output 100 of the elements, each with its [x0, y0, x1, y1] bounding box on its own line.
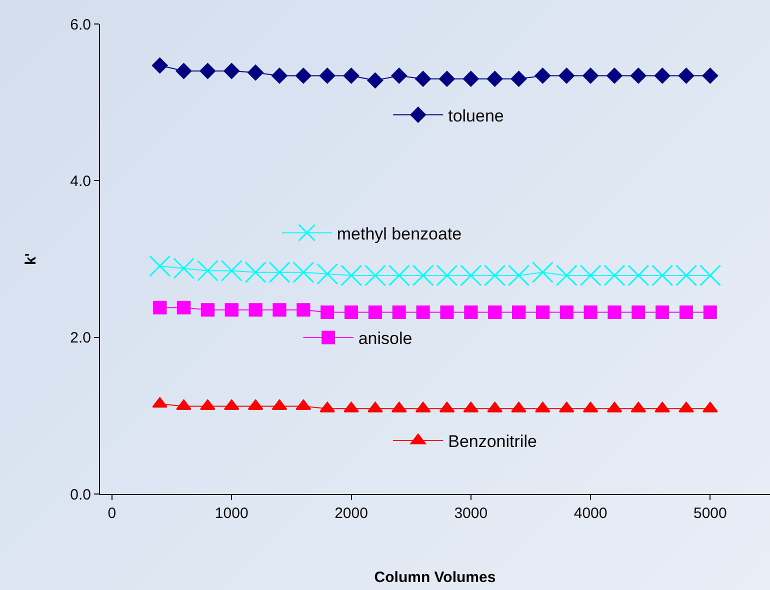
point	[652, 264, 674, 286]
point	[702, 402, 718, 412]
point	[343, 68, 360, 84]
point	[699, 264, 721, 286]
point	[464, 306, 478, 320]
point	[462, 70, 479, 87]
point	[584, 306, 598, 320]
y-axis-title: k'	[22, 253, 40, 265]
point	[632, 306, 646, 320]
point	[678, 402, 694, 412]
x-tick-label: 5000	[693, 505, 727, 522]
point	[296, 303, 310, 317]
point	[604, 264, 626, 286]
point	[224, 303, 238, 317]
point	[676, 264, 697, 286]
point	[224, 63, 240, 79]
point	[200, 63, 216, 79]
point	[344, 306, 358, 320]
point	[558, 68, 575, 84]
point	[196, 260, 218, 282]
point	[152, 397, 168, 408]
x-axis-title: Column Volumes	[374, 569, 496, 586]
x-tick-label: 2000	[334, 505, 368, 522]
point	[511, 402, 526, 412]
point	[176, 63, 192, 79]
point	[173, 258, 194, 280]
point	[344, 402, 359, 412]
point	[487, 402, 502, 412]
point	[460, 264, 482, 286]
point	[512, 306, 526, 320]
point	[415, 70, 431, 87]
point	[484, 264, 506, 286]
point	[153, 300, 167, 314]
point	[680, 306, 693, 320]
legend-label: toluene	[448, 106, 504, 126]
point	[319, 68, 336, 84]
x-tick-label: 1000	[214, 505, 248, 522]
point	[391, 68, 408, 84]
point	[412, 264, 434, 286]
point	[608, 306, 622, 320]
point	[272, 68, 288, 84]
point	[606, 68, 622, 84]
point	[628, 264, 650, 286]
point	[654, 402, 670, 412]
y-tick-label: 2.0	[70, 330, 91, 347]
legend-label: Benzonitrile	[448, 432, 537, 452]
point	[532, 262, 554, 284]
point	[486, 70, 503, 87]
point	[436, 264, 458, 286]
point	[152, 58, 168, 74]
point	[439, 70, 455, 87]
point	[220, 260, 242, 282]
point	[678, 68, 694, 84]
point	[535, 402, 550, 412]
y-tick-label: 0.0	[70, 486, 91, 504]
legend-label: anisole	[358, 329, 412, 348]
point	[582, 68, 598, 84]
point	[388, 264, 410, 286]
point	[248, 303, 262, 317]
point	[200, 400, 216, 410]
point	[368, 306, 382, 320]
x-tick-label: 0	[108, 505, 116, 522]
point	[320, 306, 334, 320]
point	[703, 306, 717, 320]
point	[368, 402, 383, 412]
point	[320, 402, 335, 412]
point	[510, 70, 527, 87]
point	[340, 264, 362, 286]
point	[248, 64, 264, 80]
point	[630, 68, 646, 84]
point	[392, 306, 406, 320]
point	[295, 68, 312, 84]
point	[200, 303, 214, 317]
point	[316, 263, 338, 285]
point	[292, 262, 314, 284]
point	[560, 306, 574, 320]
point	[702, 68, 718, 84]
point	[556, 264, 578, 286]
x-tick-label: 4000	[574, 505, 608, 522]
point	[268, 262, 290, 284]
point	[536, 306, 550, 320]
point	[367, 72, 384, 88]
point	[580, 264, 602, 286]
point	[488, 306, 502, 320]
point	[440, 306, 454, 320]
point	[654, 68, 670, 84]
point	[656, 306, 670, 320]
point	[272, 303, 286, 317]
point	[508, 264, 530, 286]
y-tick-label: 6.0	[70, 16, 91, 34]
x-tick-label: 3000	[454, 505, 488, 522]
point	[364, 264, 386, 286]
point	[534, 68, 551, 84]
point	[244, 262, 266, 284]
point	[416, 306, 430, 320]
point	[149, 255, 171, 277]
point	[177, 300, 190, 314]
legend-label: methyl benzoate	[336, 224, 462, 244]
point	[176, 400, 192, 410]
y-tick-label: 4.0	[70, 172, 91, 190]
